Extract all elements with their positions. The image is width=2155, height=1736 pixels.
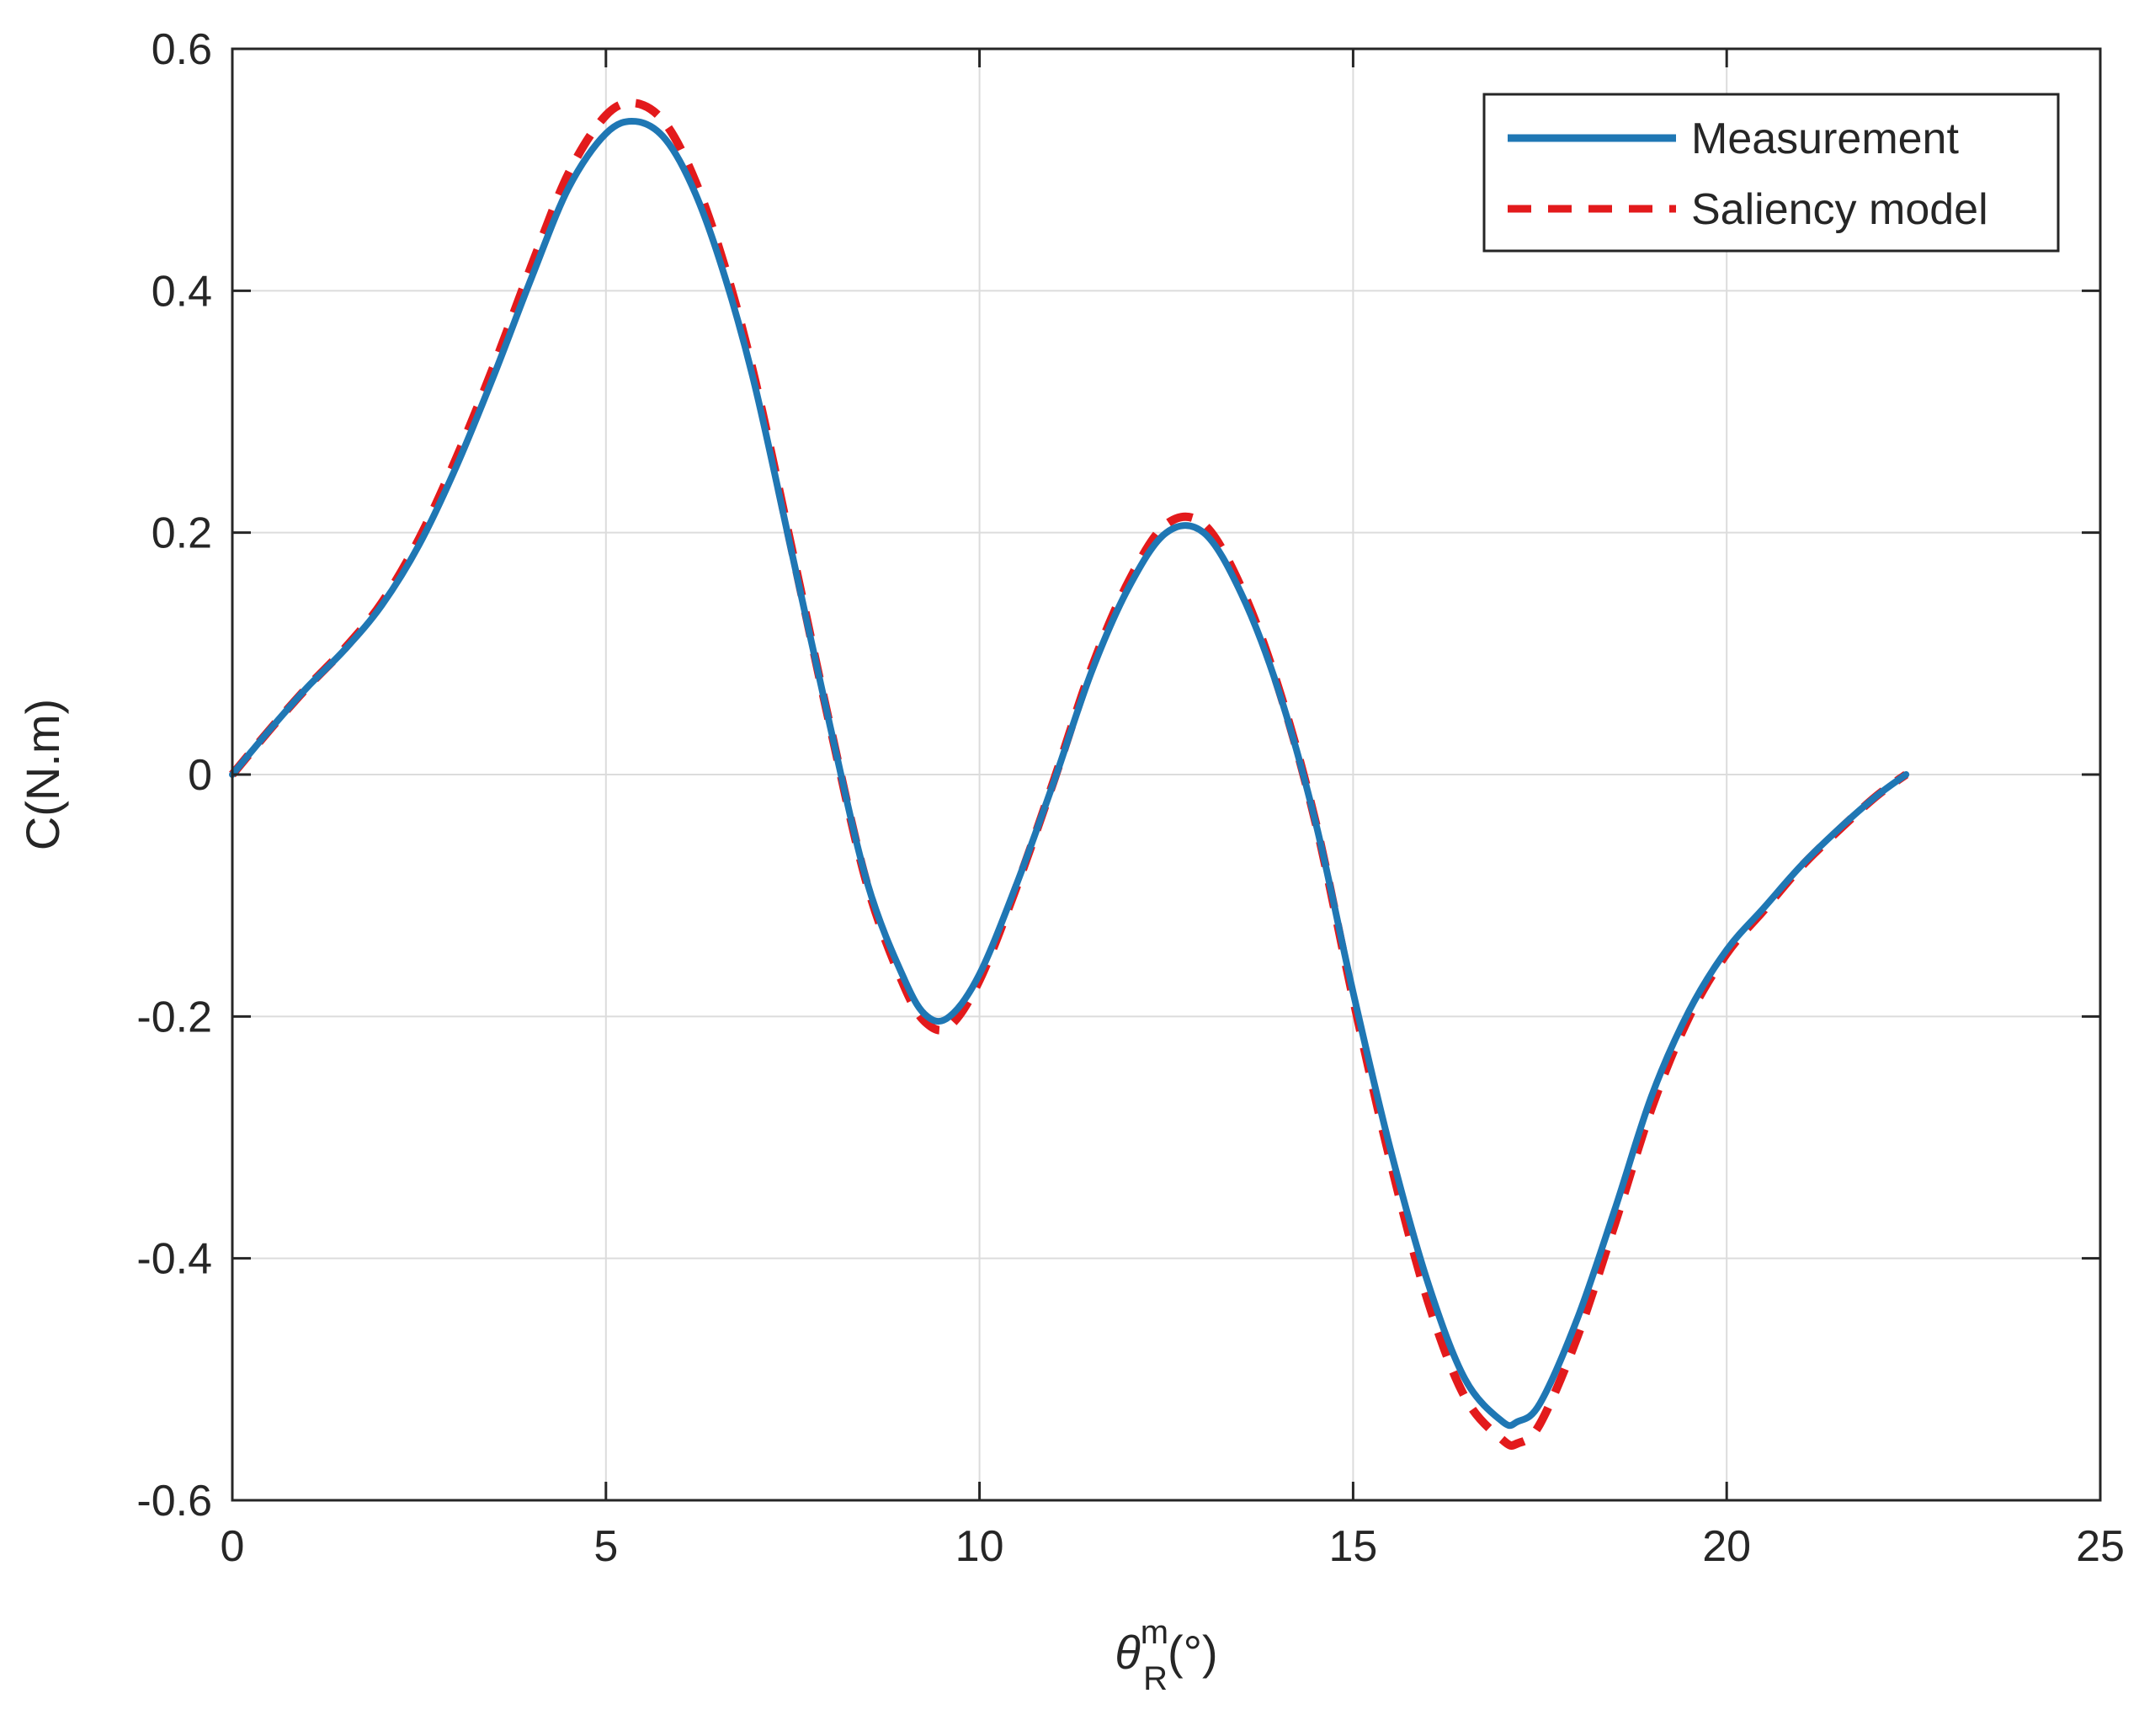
legend-box (1482, 93, 2060, 253)
series-line-measurement (229, 117, 1910, 1430)
x-tick-label: 5 (593, 1522, 618, 1571)
x-axis-ticks: 0 5 10 15 20 25 (221, 49, 2125, 1571)
x-axis-label-unit: (°) (1168, 1626, 1218, 1679)
y-tick-label: -0.4 (136, 1235, 212, 1284)
y-axis-label: C(N.m) (16, 699, 69, 850)
x-axis-label-superscript: m (1141, 1614, 1168, 1651)
plot-series (229, 99, 1910, 1450)
legend: Measurement Saliency model (1482, 93, 2060, 253)
x-tick-label: 15 (1328, 1522, 1377, 1571)
y-tick-label: -0.6 (136, 1477, 212, 1526)
y-tick-label: 0 (188, 751, 212, 800)
x-axis-label-subscript: R (1143, 1660, 1168, 1697)
x-tick-label: 20 (1702, 1522, 1751, 1571)
y-tick-label: 0.6 (152, 25, 212, 74)
x-tick-label: 10 (955, 1522, 1004, 1571)
y-tick-label: 0.4 (152, 267, 212, 316)
legend-label-saliency-model: Saliency model (1691, 185, 1988, 234)
y-tick-label: 0.2 (152, 509, 212, 558)
y-axis-ticks: -0.6 -0.4 -0.2 0 0.2 0.4 0.6 (136, 25, 2100, 1526)
x-axis-label: θm R(°) (1115, 1614, 1217, 1697)
legend-label-measurement: Measurement (1691, 114, 1959, 163)
y-tick-label: -0.2 (136, 993, 212, 1041)
x-axis-label-symbol: θ (1115, 1626, 1140, 1679)
x-tick-label: 25 (2076, 1522, 2125, 1571)
x-tick-label: 0 (221, 1522, 245, 1571)
